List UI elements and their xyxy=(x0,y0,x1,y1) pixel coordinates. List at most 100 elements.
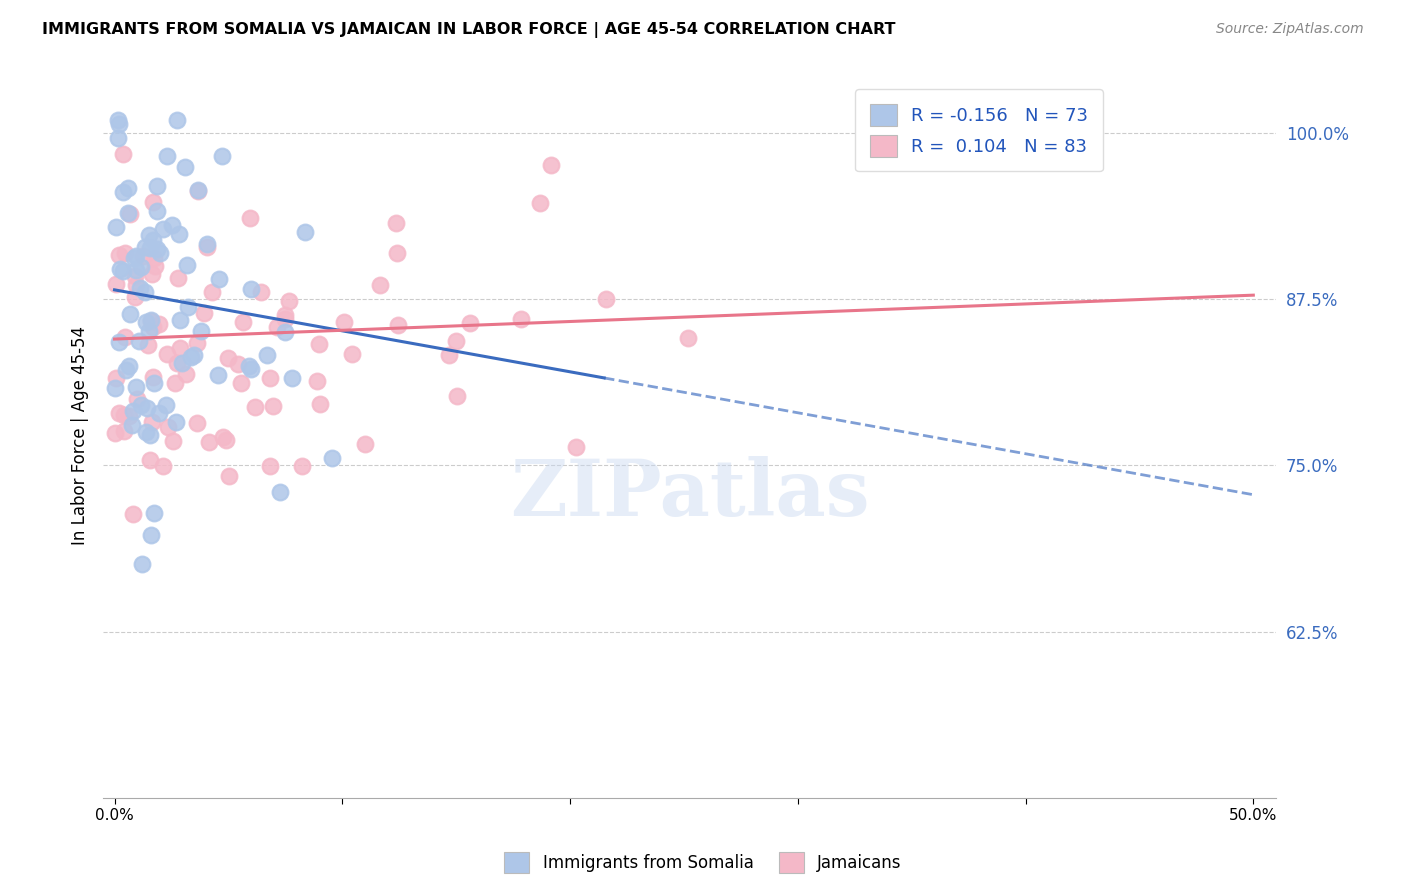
Point xyxy=(169,312,191,326)
Point xyxy=(278,293,301,308)
Point xyxy=(149,245,172,260)
Point xyxy=(564,441,586,455)
Point xyxy=(444,334,467,348)
Point xyxy=(103,425,125,440)
Point xyxy=(193,306,215,320)
Point xyxy=(143,259,166,273)
Point xyxy=(173,160,195,174)
Point xyxy=(141,528,163,542)
Point xyxy=(122,403,145,417)
Point xyxy=(259,371,281,385)
Point xyxy=(132,249,155,263)
Point xyxy=(114,245,136,260)
Point xyxy=(124,290,146,304)
Point xyxy=(166,112,188,127)
Point xyxy=(112,408,135,422)
Point xyxy=(131,557,153,571)
Point xyxy=(145,243,167,257)
Point xyxy=(273,308,295,322)
Point xyxy=(446,389,468,403)
Point xyxy=(166,356,188,370)
Point xyxy=(232,315,254,329)
Point xyxy=(124,268,146,283)
Point xyxy=(143,376,166,390)
Point xyxy=(256,348,278,362)
Point xyxy=(529,195,551,210)
Point xyxy=(125,249,148,263)
Point xyxy=(138,324,160,338)
Point xyxy=(321,451,343,466)
Point xyxy=(195,236,218,251)
Text: ZIPatlas: ZIPatlas xyxy=(510,456,869,532)
Point xyxy=(121,417,143,432)
Point xyxy=(108,406,131,420)
Point xyxy=(107,334,129,349)
Point xyxy=(167,271,190,285)
Point xyxy=(187,184,209,198)
Point xyxy=(129,398,152,412)
Point xyxy=(148,406,170,420)
Point xyxy=(111,185,134,199)
Point xyxy=(387,246,409,260)
Point xyxy=(104,220,127,235)
Point xyxy=(190,324,212,338)
Point xyxy=(240,282,263,296)
Point xyxy=(138,453,160,467)
Y-axis label: In Labor Force | Age 45-54: In Labor Force | Age 45-54 xyxy=(72,326,89,545)
Point xyxy=(180,350,202,364)
Point xyxy=(186,336,208,351)
Point xyxy=(122,251,145,265)
Point xyxy=(139,312,162,326)
Point xyxy=(243,400,266,414)
Point xyxy=(112,424,135,438)
Point xyxy=(211,149,233,163)
Point xyxy=(208,272,231,286)
Point xyxy=(370,277,392,292)
Point xyxy=(160,218,183,232)
Point xyxy=(212,430,235,444)
Point xyxy=(162,434,184,449)
Point xyxy=(142,319,165,334)
Point xyxy=(142,233,165,247)
Legend: R = -0.156   N = 73, R =  0.104   N = 83: R = -0.156 N = 73, R = 0.104 N = 83 xyxy=(855,89,1102,171)
Point xyxy=(118,207,141,221)
Point xyxy=(215,434,238,448)
Point xyxy=(207,368,229,383)
Point xyxy=(249,285,271,299)
Point xyxy=(167,227,190,241)
Point xyxy=(226,357,249,371)
Point xyxy=(460,316,482,330)
Point xyxy=(117,181,139,195)
Point xyxy=(142,370,165,384)
Point xyxy=(111,147,134,161)
Point xyxy=(115,362,138,376)
Point xyxy=(148,318,170,332)
Point xyxy=(118,359,141,374)
Point xyxy=(540,158,562,172)
Point xyxy=(143,506,166,520)
Point xyxy=(108,262,131,277)
Point xyxy=(238,359,260,373)
Point xyxy=(172,356,194,370)
Point xyxy=(104,371,127,385)
Point xyxy=(308,336,330,351)
Point xyxy=(152,459,174,474)
Point xyxy=(135,315,157,329)
Point xyxy=(183,348,205,362)
Point xyxy=(387,318,409,333)
Point xyxy=(437,349,460,363)
Point xyxy=(280,371,302,385)
Point xyxy=(269,485,291,500)
Point xyxy=(262,399,284,413)
Point xyxy=(294,225,316,239)
Point xyxy=(141,268,163,282)
Point xyxy=(145,179,167,194)
Point xyxy=(155,398,177,412)
Point xyxy=(108,248,131,262)
Point xyxy=(309,397,332,411)
Point xyxy=(274,325,297,339)
Point xyxy=(134,240,156,254)
Point xyxy=(142,195,165,210)
Point xyxy=(332,314,354,328)
Point xyxy=(117,206,139,220)
